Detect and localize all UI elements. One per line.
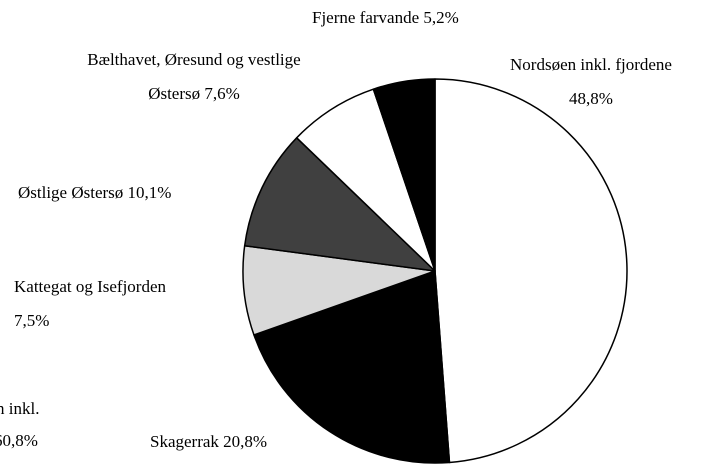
annotation: 60,8% xyxy=(0,431,38,450)
slice-label: Nordsøen inkl. fjordene 48,8% xyxy=(478,48,704,116)
slice-label: Østlige Østersø 10,1% xyxy=(18,176,258,210)
slice-name: Skagerrak xyxy=(150,432,219,451)
slice-value: 5,2% xyxy=(423,8,459,27)
pie-slice xyxy=(243,137,436,272)
slice-label: Bælthavet, Øresund og vestlige Østersø 7… xyxy=(78,43,310,111)
slice-value: 48,8% xyxy=(569,89,613,108)
slice-value: 20,8% xyxy=(223,432,268,451)
slice-value: 10,1% xyxy=(127,183,172,202)
slice-value: 7,6% xyxy=(204,84,240,103)
slice-name: Kattegat og Isefjorden xyxy=(14,277,166,296)
slice-name: Bælthavet, Øresund og vestlige Østersø xyxy=(87,50,301,103)
slice-label: Skagerrak 20,8% xyxy=(150,425,350,459)
pie-slice xyxy=(253,270,451,464)
annotation: n inkl. xyxy=(0,399,40,418)
slice-label: Kattegat og Isefjorden 7,5% xyxy=(14,270,234,338)
slice-value: 7,5% xyxy=(14,311,50,330)
slice-label: Fjerne farvande 5,2% xyxy=(312,1,552,35)
slice-name: Østlige Østersø xyxy=(18,183,124,202)
slice-name: Nordsøen inkl. fjordene xyxy=(510,55,672,74)
slice-name: Fjerne farvande xyxy=(312,8,420,27)
pie-slice xyxy=(434,78,628,464)
pie-slice xyxy=(372,78,436,272)
